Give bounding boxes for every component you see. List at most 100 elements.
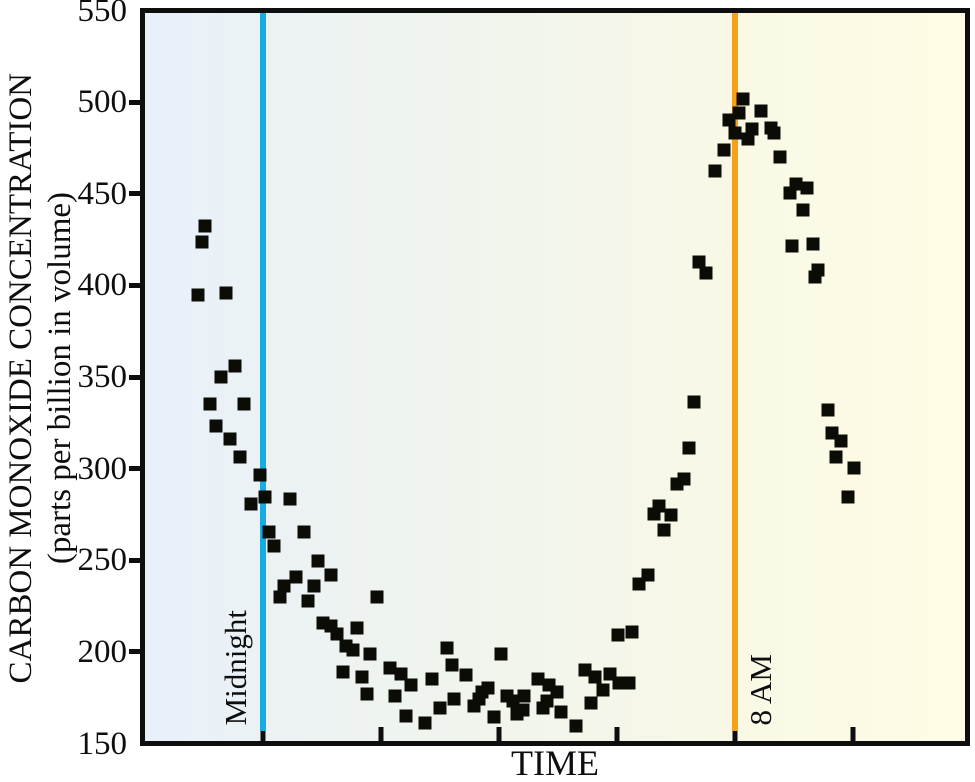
- data-point: [625, 625, 639, 639]
- data-point: [440, 641, 454, 655]
- data-point: [657, 523, 671, 537]
- data-point: [506, 694, 520, 708]
- data-point: [244, 497, 258, 511]
- data-point: [394, 667, 408, 681]
- data-point: [847, 461, 861, 475]
- data-point: [253, 468, 267, 482]
- x-tick-mark: [850, 727, 856, 741]
- data-point: [273, 590, 287, 604]
- data-point: [622, 676, 636, 690]
- data-point: [370, 590, 384, 604]
- data-point: [692, 255, 706, 269]
- y-tick-label: 550: [77, 0, 128, 29]
- data-point: [336, 665, 350, 679]
- data-point: [834, 434, 848, 448]
- y-tick-label: 150: [77, 725, 128, 762]
- data-point: [233, 450, 247, 464]
- refline-8-am: [731, 13, 738, 731]
- data-point: [307, 579, 321, 593]
- data-point: [540, 694, 554, 708]
- data-point: [677, 472, 691, 486]
- data-point: [531, 672, 545, 686]
- data-point: [641, 568, 655, 582]
- data-point: [445, 658, 459, 672]
- data-point: [425, 672, 439, 686]
- x-tick-mark: [260, 727, 266, 741]
- data-point: [262, 525, 276, 539]
- y-tick-label: 450: [77, 175, 128, 212]
- data-point: [800, 181, 814, 195]
- data-point: [360, 687, 374, 701]
- data-point: [195, 235, 209, 249]
- data-point: [209, 419, 223, 433]
- plot-area: Midnight 8 AM: [140, 8, 970, 746]
- data-point: [399, 709, 413, 723]
- data-point: [214, 370, 227, 384]
- data-point: [494, 647, 508, 661]
- data-point: [767, 126, 781, 140]
- data-point: [821, 403, 835, 417]
- data-point: [569, 719, 583, 733]
- x-tick-mark: [614, 727, 620, 741]
- data-point: [433, 701, 447, 715]
- data-point: [584, 696, 598, 710]
- data-point: [773, 150, 787, 164]
- data-point: [664, 508, 678, 522]
- data-point: [404, 678, 418, 692]
- data-point: [363, 647, 377, 661]
- data-point: [516, 703, 530, 717]
- data-point: [611, 628, 625, 642]
- data-point: [841, 490, 855, 504]
- data-point: [652, 499, 666, 513]
- data-point: [732, 106, 746, 120]
- data-point: [811, 263, 825, 277]
- y-tick-mark: [129, 374, 143, 380]
- data-point: [350, 621, 364, 635]
- y-tick-label: 200: [77, 633, 128, 670]
- data-point: [687, 395, 701, 409]
- data-point: [330, 627, 344, 641]
- data-point: [785, 239, 799, 253]
- data-point: [283, 492, 297, 506]
- y-tick-label: 250: [77, 542, 128, 579]
- y-tick-label: 300: [77, 450, 128, 487]
- data-point: [699, 266, 713, 280]
- y-tick-label: 500: [77, 84, 128, 121]
- data-point: [383, 661, 397, 675]
- data-point: [459, 668, 473, 682]
- data-point: [588, 670, 602, 684]
- data-point: [722, 113, 736, 127]
- data-point: [754, 104, 768, 118]
- y-tick-mark: [129, 466, 143, 472]
- data-point: [267, 539, 281, 553]
- data-point: [191, 288, 204, 302]
- data-point: [745, 122, 759, 136]
- data-point: [297, 525, 311, 539]
- data-point: [324, 568, 338, 582]
- data-point: [517, 689, 531, 702]
- data-point: [219, 286, 233, 300]
- data-point: [198, 219, 212, 233]
- data-point: [612, 676, 626, 690]
- data-point: [447, 692, 461, 706]
- y-tick-label: 350: [77, 359, 128, 395]
- refline-label-midnight: Midnight: [218, 609, 254, 725]
- data-point: [311, 554, 325, 568]
- data-point: [258, 490, 272, 504]
- x-tick-mark: [496, 727, 502, 741]
- data-point: [388, 689, 402, 702]
- data-point: [289, 570, 303, 584]
- data-point: [717, 143, 731, 156]
- data-point: [728, 126, 742, 140]
- y-tick-mark: [129, 282, 143, 288]
- data-point: [708, 164, 722, 178]
- data-point: [736, 92, 750, 106]
- y-tick-mark: [129, 99, 143, 105]
- data-point: [596, 683, 610, 697]
- refline-midnight: [259, 13, 266, 731]
- data-point: [487, 710, 501, 724]
- data-point: [237, 397, 251, 411]
- data-point: [346, 643, 360, 657]
- x-axis-title: TIME: [511, 743, 599, 782]
